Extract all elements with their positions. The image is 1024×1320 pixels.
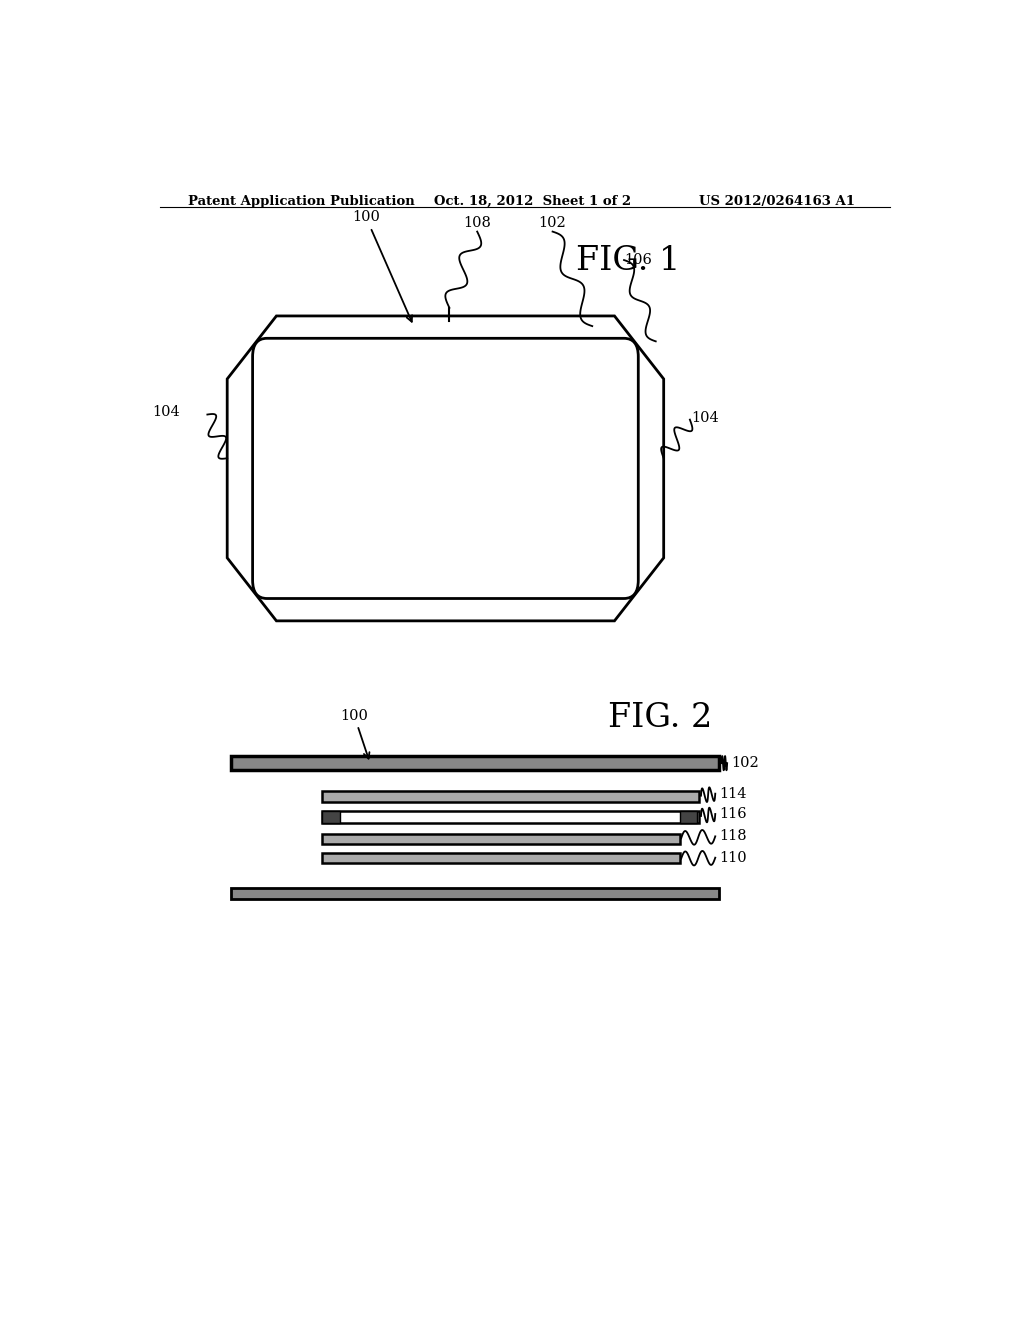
Text: 118: 118 [719,829,746,843]
Bar [231,887,719,899]
Text: 100: 100 [352,210,412,322]
Text: 102: 102 [539,215,566,230]
Text: 100: 100 [340,709,370,759]
Text: Patent Application Publication: Patent Application Publication [187,195,415,209]
Bar [323,853,680,863]
Text: US 2012/0264163 A1: US 2012/0264163 A1 [699,195,855,209]
Text: Oct. 18, 2012  Sheet 1 of 2: Oct. 18, 2012 Sheet 1 of 2 [433,195,631,209]
Text: 110: 110 [719,850,746,865]
Bar [231,756,719,771]
Bar [323,834,680,845]
Bar [323,791,699,803]
Text: 102: 102 [731,756,759,770]
Text: 108: 108 [463,215,492,230]
Text: 106: 106 [624,253,652,267]
Text: 104: 104 [691,411,719,425]
Bar [323,812,340,822]
Bar [323,812,699,822]
Bar [680,812,697,822]
Text: FIG. 2: FIG. 2 [607,702,712,734]
Text: 104: 104 [152,405,179,420]
Text: 114: 114 [719,787,746,801]
Text: FIG. 1: FIG. 1 [575,244,680,277]
Text: 116: 116 [719,807,746,821]
